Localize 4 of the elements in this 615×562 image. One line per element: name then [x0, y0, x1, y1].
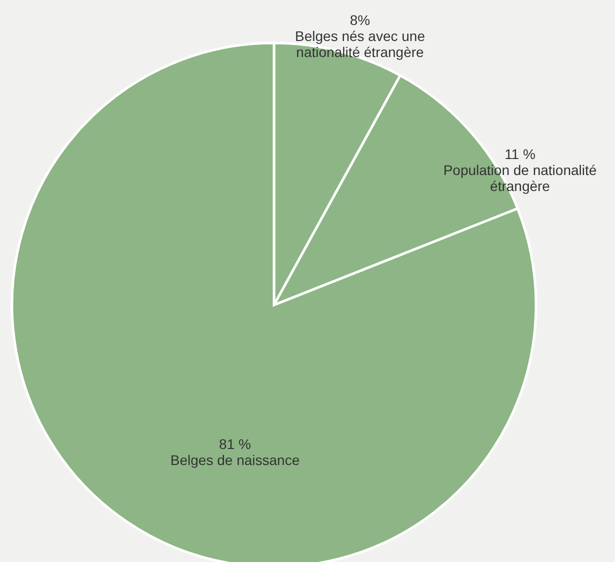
slice-label: Belges de naissance — [170, 452, 300, 468]
data-label: 11 % — [504, 146, 536, 162]
data-label: 8% — [350, 12, 370, 28]
data-label: 81 % — [219, 436, 251, 452]
